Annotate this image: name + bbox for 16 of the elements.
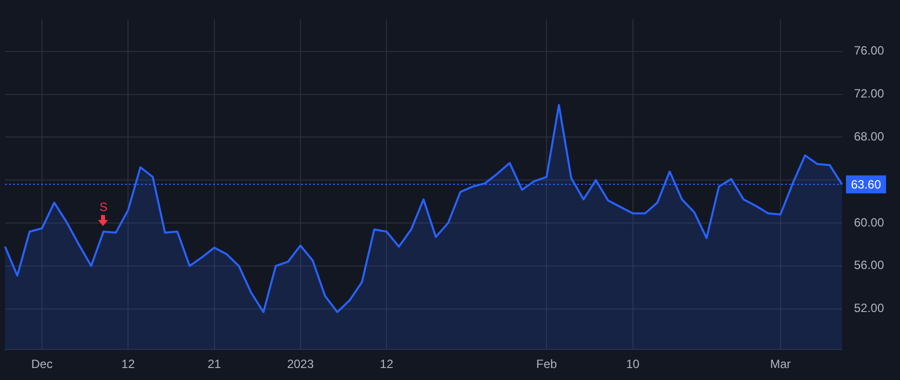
- y-tick-label: 60.00: [854, 215, 884, 230]
- x-tick-label: Feb: [536, 357, 558, 372]
- x-tick-label: Mar: [770, 357, 791, 372]
- annotation: S: [99, 200, 108, 214]
- ref-line-label: 63.60: [851, 178, 882, 192]
- x-tick-label: 12: [121, 357, 136, 372]
- y-tick-label: 72.00: [854, 86, 884, 101]
- x-tick-label: 10: [626, 357, 640, 372]
- y-tick-label: 56.00: [854, 258, 884, 272]
- x-tick-label: 2023: [287, 357, 314, 372]
- y-tick-label: 76.00: [854, 44, 884, 58]
- y-tick-label: 68.00: [854, 130, 884, 144]
- x-tick-label: 12: [380, 357, 394, 372]
- y-tick-label: 52.00: [854, 301, 884, 316]
- x-tick-label: Dec: [31, 357, 53, 372]
- x-tick-label: 21: [208, 357, 222, 372]
